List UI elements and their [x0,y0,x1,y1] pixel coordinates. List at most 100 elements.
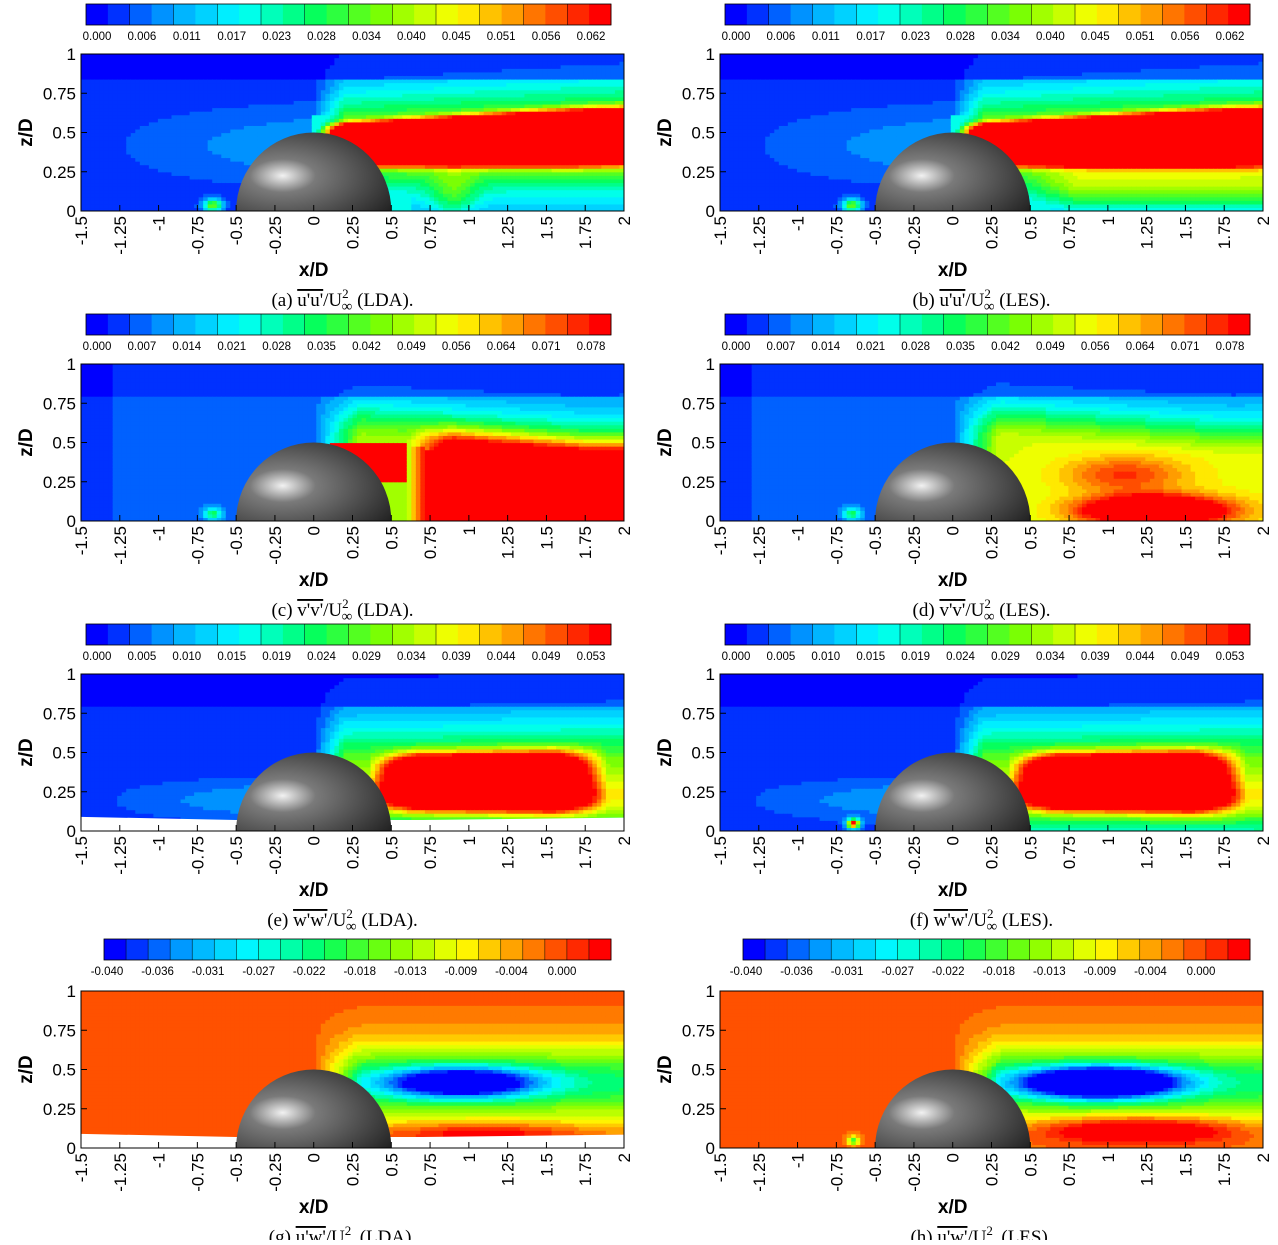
colorbar-tick-label: 0.045 [442,31,471,43]
colorbar-tick-label: 0.035 [946,341,975,353]
colorbar-swatch [261,4,283,25]
colorbar-swatch [791,624,813,645]
colorbar-tick-label: -0.004 [1134,966,1167,978]
x-tick-label: -1 [789,836,808,851]
colorbar-tick-label: 0.014 [172,341,201,353]
y-tick-label: 1 [706,982,715,1001]
colorbar-swatch [457,939,479,960]
y-axis-label: z/D [655,1055,676,1084]
colorbar-tick-label: 0.019 [901,651,930,663]
colorbar-swatch [1141,4,1163,25]
x-tick-label: 1.25 [499,1153,518,1186]
colorbar-tick-label: -0.004 [495,966,528,978]
colorbar-swatch [261,624,283,645]
colorbar-swatch [370,624,392,645]
colorbar-tick-label: -0.036 [141,966,174,978]
colorbar-swatch [1119,624,1141,645]
colorbar-tick-label: 0.062 [1216,31,1245,43]
x-tick-label: 0.5 [382,526,401,550]
colorbar-tick-label: 0.056 [1171,31,1200,43]
x-tick-label: -1.25 [750,526,769,565]
colorbar-swatch [502,4,524,25]
y-tick-label: 0.25 [43,783,76,802]
colorbar-swatch [1163,314,1185,335]
x-axis-label: x/D [938,260,968,281]
x-tick-label: -1 [150,526,169,541]
colorbar-swatch [501,939,523,960]
colorbar-swatch [589,624,611,645]
y-tick-label: 0.75 [682,704,715,723]
colorbar-swatch [922,4,944,25]
colorbar-swatch [878,624,900,645]
x-tick-label: -0.25 [266,836,285,875]
colorbar-swatch [813,624,835,645]
colorbar-swatch [192,939,214,960]
colorbar-tick-label: 0.015 [217,651,246,663]
x-tick-label: -0.75 [827,216,846,255]
colorbar-swatch [302,939,324,960]
colorbar-swatch [108,4,130,25]
colorbar-swatch [236,939,258,960]
contour-field-e [81,674,625,832]
colorbar-swatch [152,314,174,335]
colorbar-swatch [856,4,878,25]
colorbar-tick-label: 0.034 [352,31,381,43]
colorbar-swatch [324,939,346,960]
colorbar-swatch [1053,4,1075,25]
colorbar-swatch [875,939,897,960]
colorbar-tick-label: 0.000 [722,651,751,663]
colorbar-tick-label: -0.022 [293,966,326,978]
colorbar-swatch [944,4,966,25]
x-tick-label: 0.25 [344,526,363,559]
x-tick-label: -0.25 [905,1153,924,1192]
colorbar-swatch [791,4,813,25]
colorbar-swatch [239,624,261,645]
x-tick-label: 0 [305,216,324,225]
y-tick-label: 0.75 [43,704,76,723]
x-tick-label: -0.75 [188,216,207,255]
colorbar-swatch [985,939,1007,960]
colorbar-swatch [809,939,831,960]
colorbar-swatch [1119,314,1141,335]
y-tick-label: 1 [706,665,715,684]
colorbar-tick-label: -0.027 [242,966,275,978]
colorbar-swatch [1097,314,1119,335]
contour-field-g [81,991,625,1149]
x-tick-label: -1.5 [72,836,91,865]
y-axis-label: z/D [16,738,37,767]
x-tick-label: 1.75 [1215,216,1234,249]
y-tick-label: 0.5 [52,744,76,763]
colorbar-swatch [195,314,217,335]
colorbar-g: -0.040-0.036-0.031-0.027-0.022-0.018-0.0… [91,939,612,978]
y-axis-label: z/D [655,118,676,147]
colorbar-tick-label: 0.028 [307,31,336,43]
x-axis-label: x/D [938,1197,968,1218]
colorbar-tick-label: -0.031 [192,966,225,978]
colorbar-swatch [1184,939,1206,960]
x-tick-label: -1 [789,1153,808,1168]
x-axis-label: x/D [299,570,329,591]
colorbar-swatch [769,314,791,335]
y-tick-label: 0.25 [43,163,76,182]
caption-a: (a) u'u'/U2∞ (LDA). [271,286,413,310]
x-tick-label: 0.75 [421,526,440,559]
chart-h: -0.040-0.036-0.031-0.027-0.022-0.018-0.0… [639,930,1278,1240]
colorbar-tick-label: 0.056 [1081,341,1110,353]
x-tick-label: -0.5 [227,526,246,555]
x-tick-label: -1.25 [111,526,130,565]
colorbar-swatch [1184,314,1206,335]
x-tick-label: 0 [944,836,963,845]
colorbar-swatch [1141,624,1163,645]
x-tick-label: 1.5 [537,836,556,860]
contour-field-f [720,674,1264,832]
x-tick-label: -1.25 [750,1153,769,1192]
x-tick-label: 0 [305,526,324,535]
colorbar-tick-label: 0.000 [548,966,577,978]
colorbar-swatch [944,624,966,645]
